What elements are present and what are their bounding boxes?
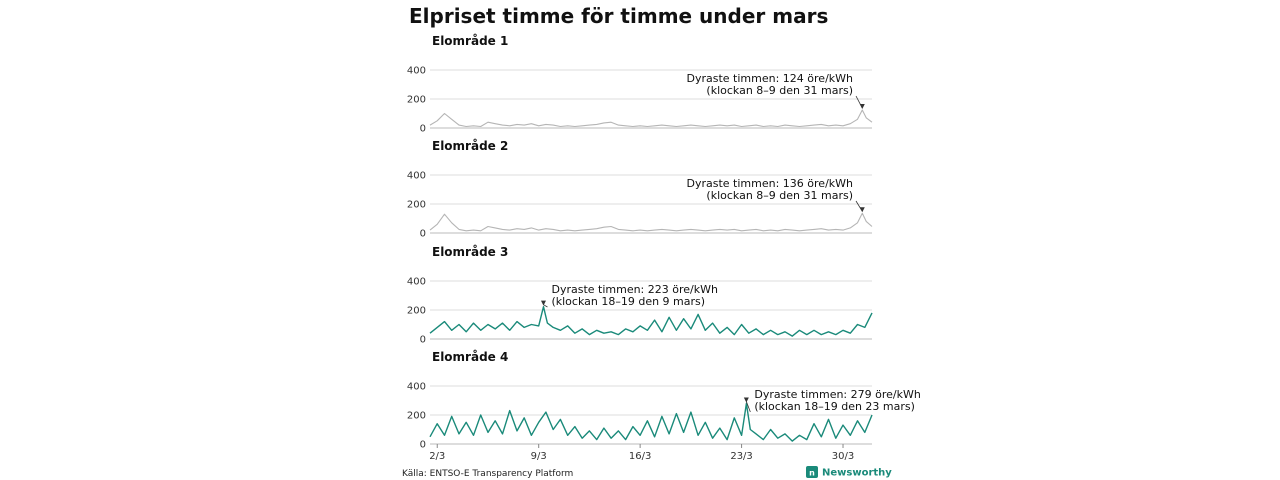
chart-title: Elpriset timme för timme under mars bbox=[409, 4, 828, 28]
logo-glyph: n bbox=[809, 469, 815, 478]
x-tick-label: 16/3 bbox=[629, 451, 651, 462]
panel-4: Elområde 4 0 200 400 Dyraste timmen: 279 öre… bbox=[407, 350, 921, 451]
annotation-arrow bbox=[540, 300, 546, 306]
x-tick-label: 2/3 bbox=[429, 451, 445, 462]
annotation-line-1: Dyraste timmen: 124 öre/kWh bbox=[687, 72, 854, 85]
series-line-3 bbox=[429, 306, 873, 337]
y-tick-label: 400 bbox=[407, 66, 426, 77]
annotation-line-2: (klockan 18–19 den 9 mars) bbox=[551, 295, 705, 308]
y-tick-label: 200 bbox=[407, 200, 426, 211]
annotation-arrow bbox=[859, 207, 865, 213]
annotation-arrow bbox=[859, 104, 865, 110]
y-tick-label: 400 bbox=[407, 382, 426, 393]
annotation-arrow bbox=[743, 397, 749, 403]
annotation-line-1: Dyraste timmen: 136 öre/kWh bbox=[687, 177, 854, 190]
panel-title: Elområde 1 bbox=[432, 34, 508, 48]
newsworthy-logo-icon bbox=[806, 466, 818, 478]
y-tick-label: 400 bbox=[407, 171, 426, 182]
source-note: Källa: ENTSO-E Transparency Platform bbox=[402, 469, 573, 479]
x-tick-label: 9/3 bbox=[531, 451, 547, 462]
brand-name: Newsworthy bbox=[822, 468, 892, 479]
y-tick-label: 0 bbox=[420, 335, 426, 346]
series-line-1 bbox=[429, 109, 873, 128]
y-tick-label: 200 bbox=[407, 306, 426, 317]
annotation-leader bbox=[745, 401, 751, 413]
chart-panels: Elområde 1 0 200 400 Dyraste timmen: 124 öre… bbox=[407, 34, 921, 451]
y-tick-label: 0 bbox=[420, 124, 426, 135]
annotation-line-1: Dyraste timmen: 223 öre/kWh bbox=[551, 283, 718, 296]
panel-1: Elområde 1 0 200 400 Dyraste timmen: 124 öre… bbox=[407, 34, 873, 135]
newsworthy-logo[interactable]: n Newsworthy bbox=[806, 466, 892, 479]
y-tick-label: 200 bbox=[407, 95, 426, 106]
panel-title: Elområde 4 bbox=[432, 350, 508, 364]
annotation-line-1: Dyraste timmen: 279 öre/kWh bbox=[754, 388, 921, 401]
x-tick-label: 23/3 bbox=[730, 451, 752, 462]
annotation-leader bbox=[543, 304, 548, 308]
x-axis: 2/3 9/3 16/3 23/3 30/3 bbox=[429, 444, 854, 462]
y-tick-label: 400 bbox=[407, 277, 426, 288]
annotation-line-2: (klockan 8–9 den 31 mars) bbox=[706, 84, 853, 97]
series-line-2 bbox=[429, 212, 873, 232]
panel-2: Elområde 2 0 200 400 Dyraste timmen: 136 öre… bbox=[407, 139, 873, 240]
panel-3: Elområde 3 0 200 400 Dyraste timmen: 223 öre… bbox=[407, 245, 873, 346]
y-tick-label: 0 bbox=[420, 229, 426, 240]
x-tick-label: 30/3 bbox=[832, 451, 854, 462]
series-line-4 bbox=[429, 402, 873, 442]
panel-title: Elområde 2 bbox=[432, 139, 508, 153]
y-tick-label: 0 bbox=[420, 440, 426, 451]
panel-title: Elområde 3 bbox=[432, 245, 508, 259]
y-tick-label: 200 bbox=[407, 411, 426, 422]
annotation-line-2: (klockan 8–9 den 31 mars) bbox=[706, 189, 853, 202]
annotation-line-2: (klockan 18–19 den 23 mars) bbox=[754, 400, 915, 413]
